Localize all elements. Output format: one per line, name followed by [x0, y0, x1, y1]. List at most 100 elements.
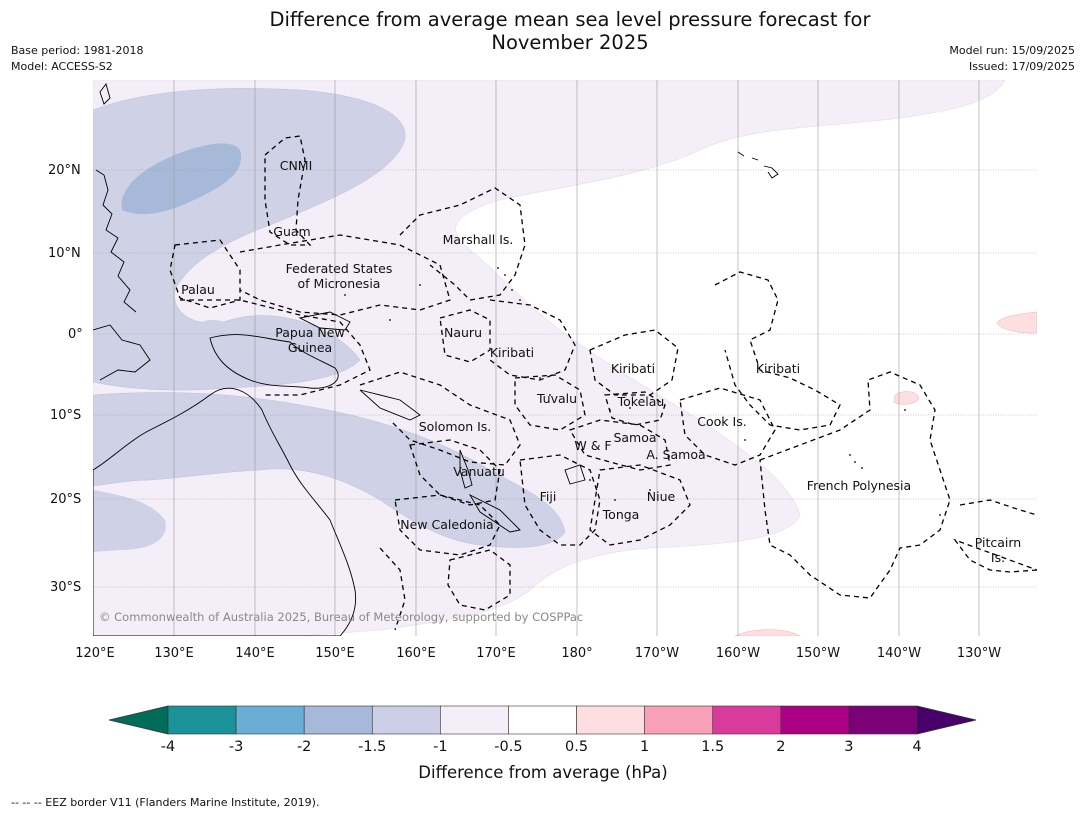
- base-period: Base period: 1981-2018: [11, 44, 144, 57]
- colorbar-segment: [712, 705, 782, 735]
- eez-marshall: [399, 187, 526, 301]
- label-fsm-1: Federated States: [286, 261, 393, 276]
- anomaly-area-light-blob: [198, 319, 229, 336]
- colorbar-label: 4: [912, 739, 921, 755]
- lon-tick-170w: 170°W: [635, 646, 679, 661]
- colorbar-segment: [235, 705, 305, 735]
- eez-pitcairn: [953, 499, 1037, 573]
- label-png-2: Guinea: [288, 340, 332, 355]
- lon-tick-150w: 150°W: [796, 646, 840, 661]
- anomaly-area-light-south: [93, 392, 566, 548]
- colorbar: -4 -3 -2 -1.5 -1 -0.5 0.5 1 1.5 2 3 4 Difference fr…: [108, 705, 977, 782]
- colorbar-segments: [167, 705, 918, 735]
- lat-tick-0: 0°: [68, 327, 83, 342]
- colorbar-title: Difference from average (hPa): [418, 763, 667, 782]
- colorbar-label: 0.5: [565, 739, 588, 755]
- anomaly-area-light-sw: [93, 490, 166, 552]
- colorbar-label: 2: [776, 739, 785, 755]
- map-panel: CNMI Guam Marshall Is. Federated States …: [93, 80, 1037, 636]
- coastline-hawaii: [737, 151, 779, 179]
- coastline-new-guinea: [209, 334, 339, 389]
- colorbar-segment: [848, 705, 918, 735]
- meta-left: Base period: 1981-2018 Model: ACCESS-S2: [11, 43, 143, 75]
- eez-kiribati-e: [714, 271, 841, 431]
- place-labels: CNMI Guam Marshall Is. Federated States …: [181, 158, 1021, 565]
- colorbar-label: -4: [161, 739, 175, 755]
- longitude-ticks: 120°E 130°E 140°E 150°E 160°E 170°E 180°…: [75, 646, 1001, 661]
- eez-png: [180, 299, 371, 396]
- label-american-samoa: A. Samoa: [646, 447, 705, 462]
- eez-tokelau: [604, 391, 666, 426]
- lon-tick-130w: 130°W: [957, 646, 1001, 661]
- lat-tick-20s: 20°S: [50, 492, 81, 507]
- colorbar-label: -0.5: [494, 739, 522, 755]
- coastline-bismarck: [298, 311, 351, 331]
- map-title: Difference from average mean sea level p…: [0, 8, 1085, 54]
- eez-cook: [679, 387, 776, 466]
- label-palau: Palau: [181, 282, 215, 297]
- eez-wallis-samoa: [569, 419, 671, 471]
- colorbar-segment: [303, 705, 373, 735]
- eez-kiribati-w: [489, 299, 576, 381]
- eez-vanuatu: [409, 439, 501, 506]
- colorbar-label: 1.5: [701, 739, 724, 755]
- label-french-polynesia: French Polynesia: [807, 478, 911, 493]
- colorbar-label: -2: [297, 739, 311, 755]
- colorbar-segment: [780, 705, 850, 735]
- latitude-ticks: 20°N 10°N 0° 10°S 20°S 30°S: [48, 163, 83, 595]
- colorbar-segment: [440, 705, 509, 735]
- colorbar-high-extend: [916, 705, 977, 735]
- coastline-new-caledonia: [468, 493, 521, 533]
- label-kiribati-east: Kiribati: [756, 361, 800, 376]
- lat-tick-20n: 20°N: [48, 163, 81, 178]
- island-dots: [344, 267, 941, 516]
- label-samoa: Samoa: [613, 430, 656, 445]
- eez-fiji-tonga: [519, 454, 601, 546]
- lon-tick-160e: 160°E: [396, 646, 436, 661]
- lon-tick-170e: 170°E: [476, 646, 516, 661]
- meta-right: Model run: 15/09/2025 Issued: 17/09/2025: [949, 43, 1075, 75]
- coastline-vanuatu: [459, 449, 473, 489]
- anomaly-area-positive-small: [893, 391, 920, 405]
- lon-tick-140e: 140°E: [235, 646, 275, 661]
- title-line-2: November 2025: [491, 31, 649, 54]
- lon-tick-150e: 150°E: [315, 646, 355, 661]
- colorbar-label: -3: [229, 739, 243, 755]
- lon-tick-180: 180°: [561, 646, 592, 661]
- label-kiribati-west: Kiribati: [490, 345, 534, 360]
- colorbar-label: -1: [433, 739, 447, 755]
- label-tokelau: Tokelau: [617, 394, 665, 409]
- coastline-australia: [93, 387, 357, 636]
- colorbar-label: 3: [844, 739, 853, 755]
- lon-tick-160w: 160°W: [716, 646, 760, 661]
- eez-kiribati-c: [589, 329, 679, 396]
- label-fiji: Fiji: [540, 489, 557, 504]
- eez-cnmi-guam: [264, 135, 312, 246]
- label-pitcairn-2: Is.: [991, 550, 1005, 565]
- label-marshall: Marshall Is.: [443, 232, 514, 247]
- colorbar-segment: [576, 705, 645, 735]
- grid-lines: [93, 80, 1037, 636]
- label-pitcairn-1: Pitcairn: [975, 535, 1021, 550]
- eez-solomon: [359, 371, 521, 466]
- eez-new-caledonia: [394, 494, 501, 556]
- label-solomon: Solomon Is.: [419, 419, 492, 434]
- colorbar-segment: [371, 705, 441, 735]
- coastlines: [93, 83, 779, 636]
- anomaly-area-very-light: [93, 80, 1006, 636]
- title-line-1: Difference from average mean sea level p…: [269, 8, 871, 31]
- anomaly-area-medium: [121, 143, 242, 215]
- label-kiribati-central: Kiribati: [611, 361, 655, 376]
- eez-australia-east: [379, 547, 406, 631]
- label-fsm-2: of Micronesia: [298, 276, 381, 291]
- colorbar-label: -1.5: [358, 739, 386, 755]
- lat-tick-10s: 10°S: [50, 408, 81, 423]
- label-png-1: Papua New: [275, 325, 344, 340]
- anomaly-area-positive-east: [996, 311, 1037, 334]
- label-wallis-futuna: W & F: [574, 438, 611, 453]
- coastline-borneo-sulawesi: [93, 324, 151, 381]
- label-cnmi: CNMI: [280, 158, 313, 173]
- eez-palau: [169, 239, 241, 309]
- lat-tick-10n: 10°N: [48, 246, 81, 261]
